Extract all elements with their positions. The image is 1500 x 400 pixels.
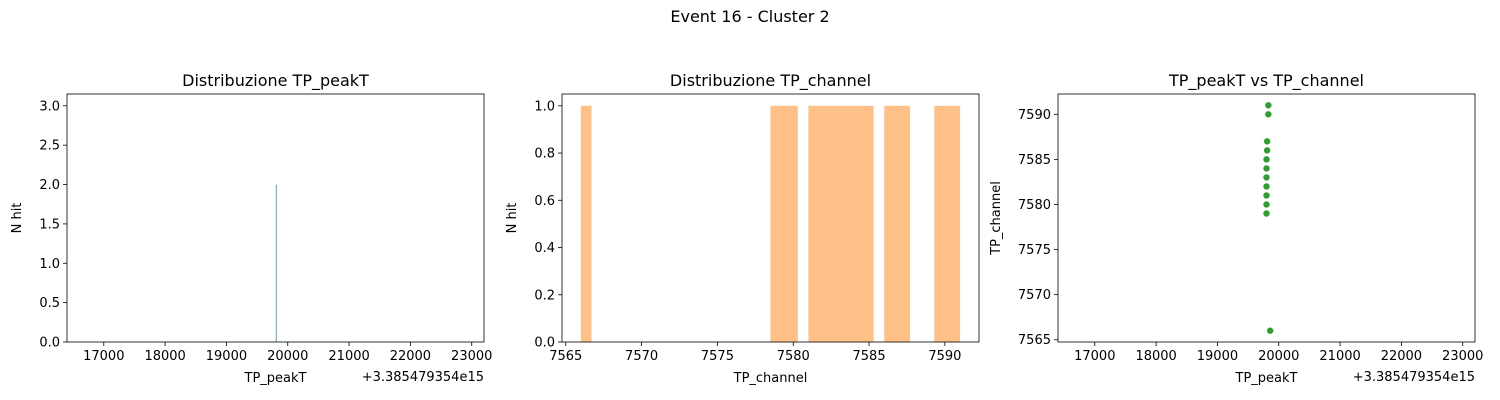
x-tick-label: 21000 <box>1319 349 1360 364</box>
scatter-point <box>1265 102 1272 109</box>
x-tick-label: 7575 <box>701 349 734 364</box>
x-tick-label: 19000 <box>206 349 247 364</box>
y-tick-label: 0.5 <box>39 296 60 311</box>
x-axis-label: TP_channel <box>733 371 808 386</box>
chart-title: Distribuzione TP_peakT <box>182 71 369 91</box>
chart-panel-3: TP_peakT vs TP_channel 17000 18000 19000 200… <box>989 71 1483 386</box>
scatter-point <box>1263 165 1270 172</box>
x-axis-offset-label: +3.385479354e15 <box>1353 370 1475 385</box>
histogram-bar <box>580 105 592 342</box>
histogram-bar <box>934 105 961 342</box>
axes-frame <box>1057 93 1476 343</box>
x-tick-label: 7565 <box>549 349 582 364</box>
y-tick-label: 0.6 <box>534 194 555 209</box>
scatter-point <box>1263 147 1271 154</box>
y-tick-label: 1.5 <box>39 217 60 232</box>
y-axis-label: N hit <box>10 203 25 234</box>
y-tick-label: 1.0 <box>39 257 60 272</box>
y-tick-label: 7580 <box>1018 198 1051 213</box>
y-tick-label: 0.8 <box>534 147 555 162</box>
x-axis-offset-label: +3.385479354e15 <box>362 370 484 385</box>
x-tick-label: 7570 <box>625 349 658 364</box>
axes-frame <box>561 93 980 343</box>
x-tick-label: 22000 <box>390 349 431 364</box>
y-tick-label: 7590 <box>1018 108 1051 123</box>
y-tick-label: 3.0 <box>39 99 60 114</box>
scatter-point <box>1263 156 1270 163</box>
histogram-bar <box>770 105 798 342</box>
histogram-bar <box>808 105 874 342</box>
y-axis-label: TP_channel <box>989 181 1004 256</box>
scatter-point <box>1263 174 1270 181</box>
scatter-point <box>1263 201 1270 208</box>
chart-title: Distribuzione TP_channel <box>670 71 871 91</box>
y-tick-label: 0.4 <box>534 241 555 256</box>
chart-panel-2: Distribuzione TP_channel 7565 7570 7575 7580… <box>505 71 980 386</box>
x-tick-label: 17000 <box>1074 349 1115 364</box>
x-tick-label: 23000 <box>1442 349 1483 364</box>
scatter-point <box>1263 210 1270 217</box>
x-tick-label: 22000 <box>1381 349 1422 364</box>
scatter-point <box>1263 183 1270 190</box>
scatter-point <box>1263 138 1271 145</box>
histogram-bar <box>884 105 911 342</box>
y-tick-label: 1.0 <box>534 99 555 114</box>
scatter-point <box>1263 192 1270 199</box>
figure-suptitle: Event 16 - Cluster 2 <box>670 7 829 26</box>
x-axis-label: TP_peakT <box>1235 371 1298 386</box>
x-tick-label: 17000 <box>83 349 124 364</box>
x-tick-label: 20000 <box>1258 349 1299 364</box>
y-tick-label: 7565 <box>1018 333 1051 348</box>
y-tick-label: 0.2 <box>534 288 555 303</box>
y-tick-label: 7585 <box>1018 153 1051 168</box>
scatter-point <box>1265 111 1272 118</box>
histogram-bar <box>275 184 277 342</box>
chart-title: TP_peakT vs TP_channel <box>1168 71 1364 91</box>
y-tick-label: 7570 <box>1018 288 1051 303</box>
x-axis-label: TP_peakT <box>244 371 307 386</box>
x-tick-label: 20000 <box>267 349 308 364</box>
x-tick-label: 19000 <box>1197 349 1238 364</box>
y-tick-label: 2.0 <box>39 178 60 193</box>
x-tick-label: 21000 <box>328 349 369 364</box>
x-tick-label: 7590 <box>928 349 961 364</box>
y-axis-label: N hit <box>505 203 520 234</box>
y-tick-label: 2.5 <box>39 139 60 154</box>
x-tick-label: 7585 <box>853 349 886 364</box>
axes-frame <box>66 93 485 343</box>
chart-panel-1: Distribuzione TP_peakT 17000 18000 19000 200… <box>10 71 492 386</box>
x-tick-label: 7580 <box>777 349 810 364</box>
y-tick-label: 7575 <box>1018 243 1051 258</box>
y-tick-label: 0.0 <box>39 336 60 351</box>
x-tick-label: 18000 <box>1135 349 1176 364</box>
y-tick-label: 0.0 <box>534 336 555 351</box>
scatter-point <box>1266 327 1274 334</box>
charts-group: Distribuzione TP_peakT 17000 18000 19000 200… <box>10 71 1483 386</box>
x-tick-label: 23000 <box>451 349 492 364</box>
x-tick-label: 18000 <box>144 349 185 364</box>
